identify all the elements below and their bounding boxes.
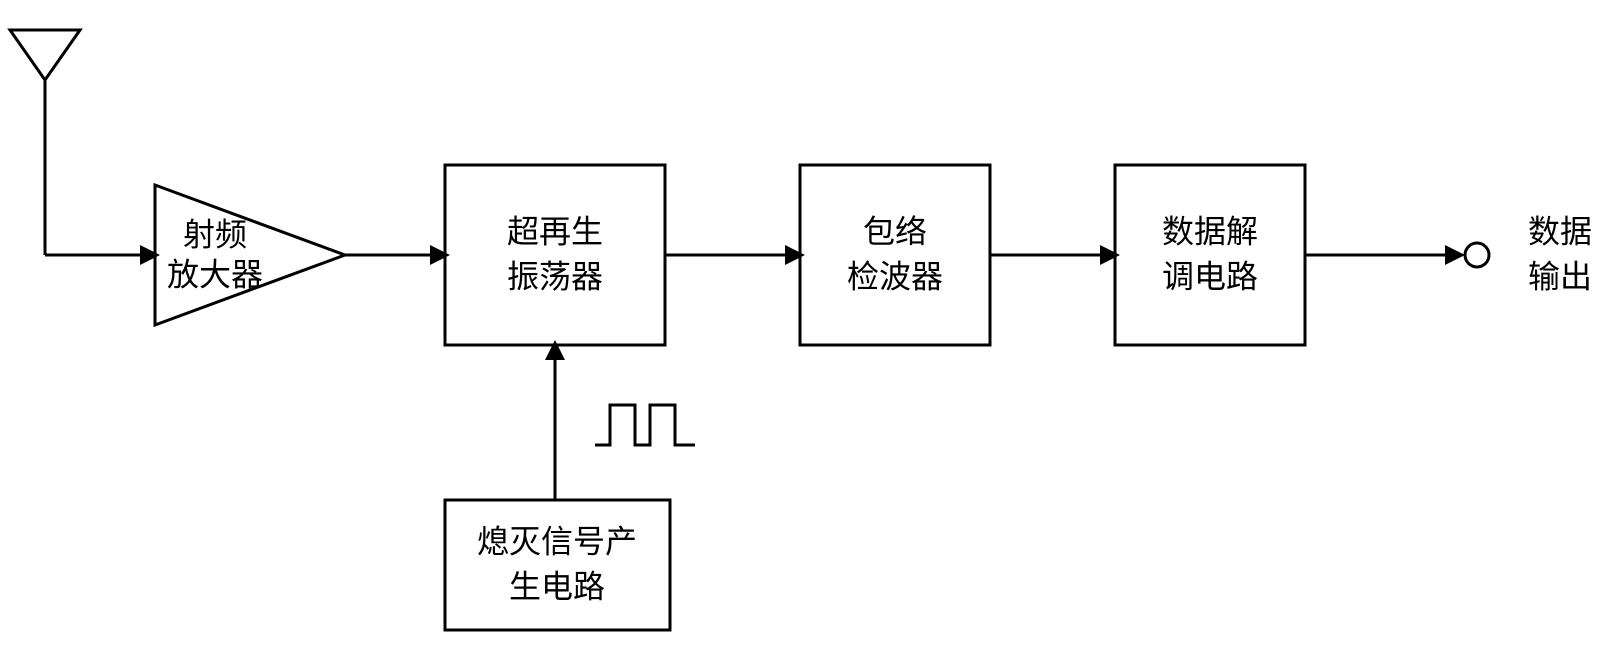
block-diagram: 射频 放大器 超再生 振荡器 包络 检波器 数据解 调电路: [0, 0, 1618, 663]
antenna-icon: [10, 30, 80, 255]
connector-quench-to-osc: [545, 340, 565, 500]
connector-amp-to-osc: [345, 245, 450, 265]
envelope-label-2: 检波器: [847, 258, 943, 294]
connector-antenna-to-amp: [45, 245, 160, 265]
demod-label-2: 调电路: [1162, 258, 1258, 294]
envelope-detector-block: 包络 检波器: [800, 165, 990, 345]
quench-label-1: 熄灭信号产: [477, 523, 637, 559]
rf-amplifier-label-1: 射频: [183, 216, 247, 252]
oscillator-block: 超再生 振荡器: [445, 165, 665, 345]
quench-label-2: 生电路: [509, 568, 605, 604]
demod-label-1: 数据解: [1162, 213, 1258, 249]
oscillator-label-1: 超再生: [507, 213, 603, 249]
output-label: 数据 输出: [1528, 213, 1592, 294]
quench-circuit-block: 熄灭信号产 生电路: [445, 500, 670, 630]
rf-amplifier-block: 射频 放大器: [155, 185, 345, 325]
oscillator-label-2: 振荡器: [507, 258, 603, 294]
envelope-label-1: 包络: [863, 213, 927, 249]
demod-circuit-block: 数据解 调电路: [1115, 165, 1305, 345]
connector-env-to-demod: [990, 245, 1120, 265]
connector-demod-to-output: [1305, 243, 1489, 267]
pulse-waveform-icon: [595, 405, 695, 445]
connector-osc-to-env: [665, 245, 805, 265]
output-label-2: 输出: [1528, 258, 1592, 294]
output-label-1: 数据: [1528, 213, 1592, 249]
rf-amplifier-label-2: 放大器: [167, 256, 263, 292]
